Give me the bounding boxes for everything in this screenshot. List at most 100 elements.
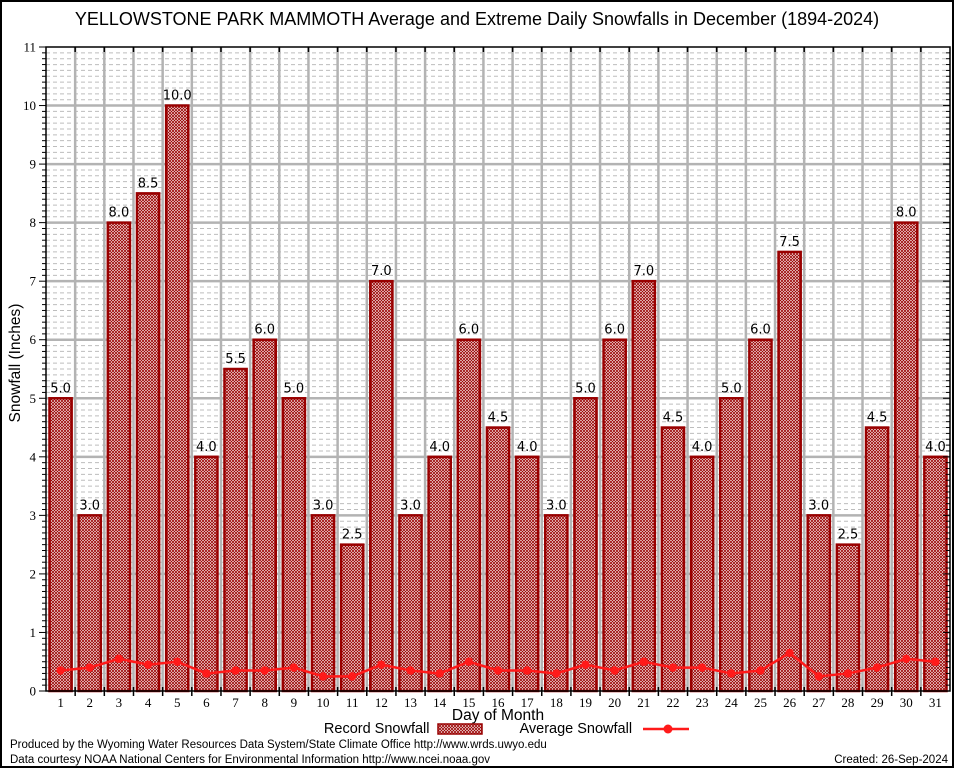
- svg-text:5.0: 5.0: [50, 381, 71, 396]
- svg-text:12: 12: [375, 695, 388, 710]
- legend: Record Snowfall Average Snowfall: [32, 721, 952, 737]
- bar-day-30: [893, 221, 919, 693]
- bar-day-21: [631, 279, 657, 693]
- avg-marker-day-8: [260, 666, 269, 675]
- avg-marker-day-21: [639, 657, 649, 666]
- bar-day-10: [310, 514, 336, 693]
- bar-day-24: [718, 397, 744, 693]
- svg-text:7: 7: [232, 695, 239, 710]
- svg-text:7.0: 7.0: [371, 264, 392, 279]
- svg-text:24: 24: [725, 695, 739, 710]
- bar-day-12: [369, 279, 394, 693]
- svg-text:7.0: 7.0: [633, 264, 654, 279]
- avg-marker-day-28: [843, 669, 853, 678]
- bar-day-16: [485, 426, 511, 693]
- svg-text:0: 0: [30, 684, 37, 699]
- avg-marker-day-5: [173, 657, 182, 666]
- bar-value-labels: 5.0 3.0 8.0 8.5 10.0 4.0 5.5 6.0 5.0 3.0 2.5 7.0 3.0…: [50, 89, 946, 543]
- legend-average-label: Average Snowfall: [519, 721, 633, 737]
- svg-text:3.0: 3.0: [400, 498, 421, 513]
- svg-text:5: 5: [174, 695, 181, 710]
- svg-text:7: 7: [30, 274, 37, 289]
- svg-text:6: 6: [203, 695, 210, 710]
- svg-text:4.0: 4.0: [692, 440, 713, 455]
- avg-marker-day-18: [552, 669, 561, 678]
- svg-text:18: 18: [550, 695, 563, 710]
- svg-text:5: 5: [30, 391, 37, 406]
- footer-data-courtesy: Data courtesy NOAA National Centers for …: [10, 754, 491, 766]
- avg-marker-day-25: [756, 666, 765, 675]
- avg-marker-day-17: [522, 666, 532, 675]
- avg-marker-day-30: [902, 654, 911, 663]
- svg-text:10: 10: [317, 695, 330, 710]
- bar-day-27: [806, 514, 832, 693]
- average-snowfall-line-icon: [643, 724, 690, 734]
- bars: [48, 104, 948, 693]
- svg-text:13: 13: [404, 695, 417, 710]
- svg-text:6.0: 6.0: [458, 323, 479, 338]
- avg-marker-day-26: [785, 648, 794, 658]
- legend-record-label: Record Snowfall: [323, 721, 430, 737]
- svg-text:6.0: 6.0: [604, 323, 625, 338]
- avg-marker-day-3: [114, 654, 124, 663]
- avg-marker-day-2: [85, 663, 94, 672]
- avg-marker-day-23: [697, 663, 707, 672]
- avg-marker-day-24: [727, 669, 736, 678]
- svg-text:5.0: 5.0: [721, 381, 742, 396]
- svg-text:4: 4: [30, 449, 37, 464]
- avg-marker-day-4: [143, 660, 153, 669]
- svg-text:5.0: 5.0: [575, 381, 596, 396]
- bar-day-19: [573, 397, 598, 693]
- bar-day-14: [427, 455, 453, 693]
- svg-text:16: 16: [492, 695, 506, 710]
- svg-text:8: 8: [261, 695, 268, 710]
- bar-day-20: [602, 338, 627, 693]
- svg-text:3.0: 3.0: [808, 498, 829, 513]
- svg-text:2: 2: [86, 695, 93, 710]
- svg-text:8.5: 8.5: [138, 176, 159, 191]
- svg-text:28: 28: [841, 695, 854, 710]
- avg-marker-day-19: [581, 660, 590, 669]
- svg-text:11: 11: [346, 695, 359, 710]
- svg-text:4.0: 4.0: [925, 440, 946, 455]
- avg-marker-day-14: [435, 669, 444, 678]
- svg-text:8.0: 8.0: [896, 206, 917, 221]
- svg-text:15: 15: [462, 695, 475, 710]
- svg-text:23: 23: [696, 695, 709, 710]
- avg-marker-day-10: [318, 672, 328, 681]
- svg-text:2.5: 2.5: [342, 528, 363, 543]
- footer-producer: Produced by the Wyoming Water Resources …: [10, 739, 547, 751]
- svg-text:6: 6: [30, 332, 37, 347]
- bar-day-26: [777, 250, 802, 693]
- svg-text:4: 4: [145, 695, 152, 710]
- svg-text:3: 3: [116, 695, 123, 710]
- svg-text:3.0: 3.0: [313, 498, 334, 513]
- avg-marker-day-12: [377, 660, 386, 669]
- bar-day-13: [398, 514, 423, 693]
- svg-text:10: 10: [23, 98, 36, 113]
- svg-text:6.0: 6.0: [750, 323, 771, 338]
- bar-day-6: [194, 455, 219, 693]
- svg-text:17: 17: [521, 695, 535, 710]
- bar-day-15: [456, 338, 482, 693]
- y-tick-labels: 0 1 2 3 4 5 6 7 8 9 10 11: [23, 40, 37, 699]
- record-snowfall-swatch-icon: [437, 723, 484, 735]
- svg-text:7.5: 7.5: [779, 235, 800, 250]
- svg-text:11: 11: [23, 40, 36, 55]
- x-axis-label: Day of Month: [451, 707, 545, 724]
- avg-marker-day-16: [493, 666, 503, 675]
- svg-text:31: 31: [929, 695, 942, 710]
- bar-day-23: [689, 455, 715, 693]
- bar-day-17: [514, 455, 540, 693]
- average-line: [56, 648, 940, 681]
- svg-text:27: 27: [812, 695, 826, 710]
- svg-text:4.0: 4.0: [517, 440, 538, 455]
- bar-day-7: [223, 367, 248, 693]
- svg-text:22: 22: [666, 695, 679, 710]
- bar-day-4: [135, 192, 161, 693]
- avg-marker-day-13: [406, 666, 415, 675]
- bar-day-5: [164, 104, 190, 693]
- svg-text:20: 20: [608, 695, 621, 710]
